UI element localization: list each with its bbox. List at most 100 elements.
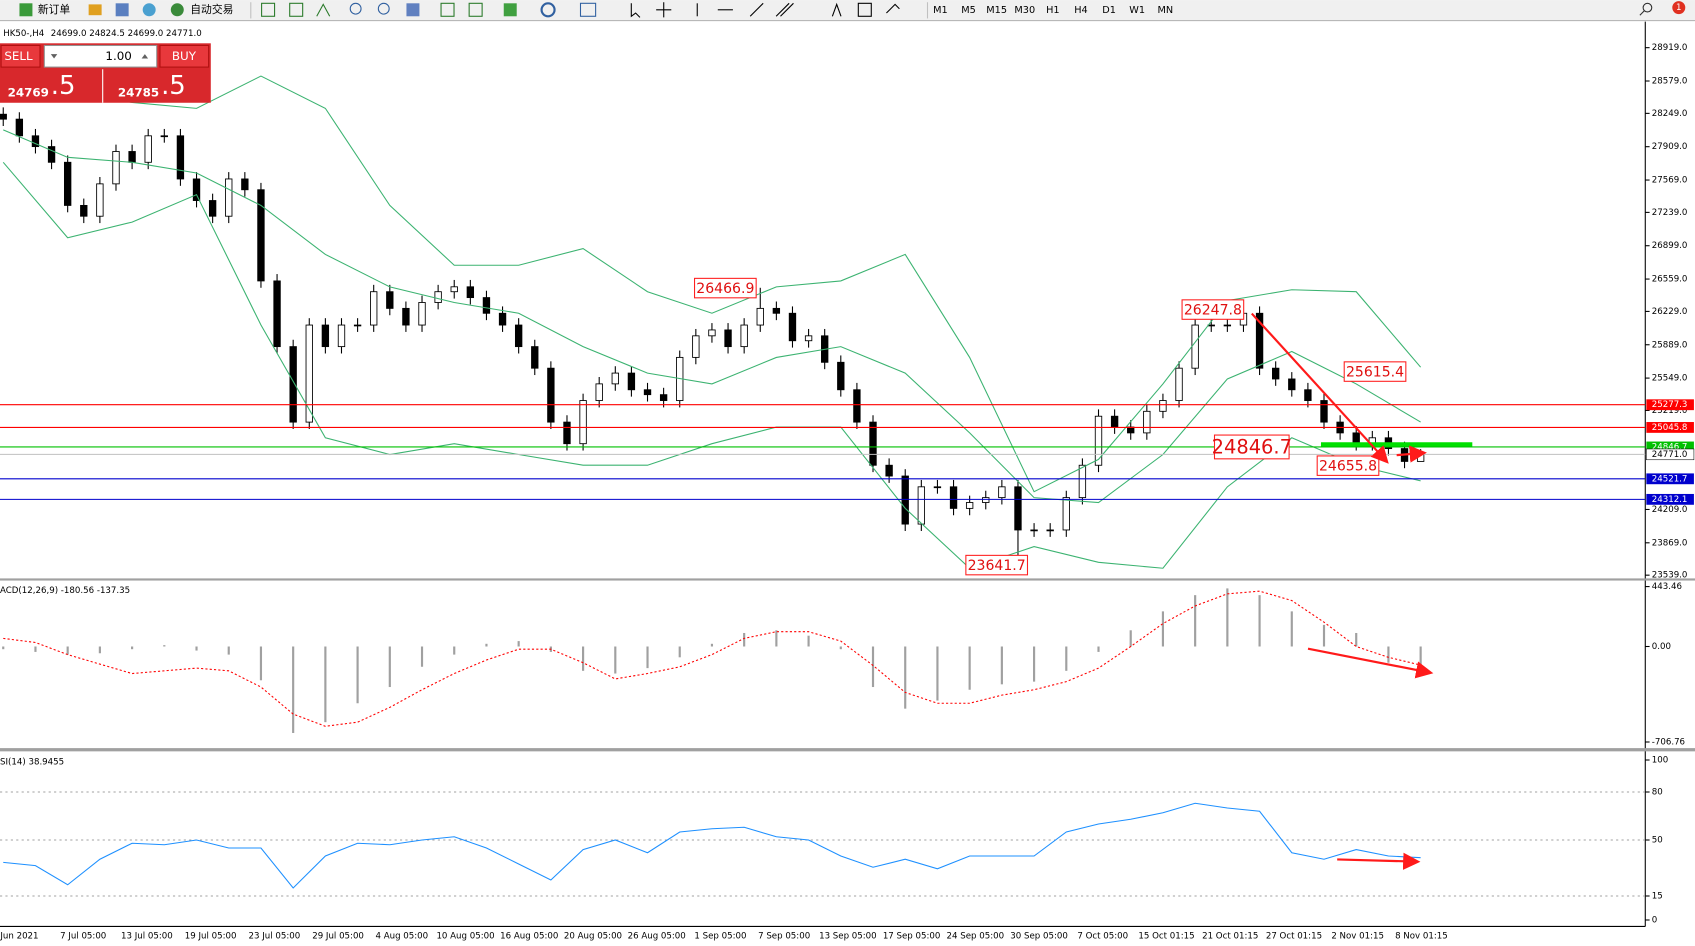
buy-label[interactable]: BUY	[172, 49, 197, 63]
toolbar-icon[interactable]	[440, 2, 455, 17]
candle-body	[837, 361, 845, 391]
y-tick-label: 15	[1652, 891, 1663, 901]
toolbar-icon[interactable]	[115, 3, 129, 17]
arrows-icon[interactable]	[886, 3, 900, 14]
indicator-label: SI(14) 38.9455	[0, 758, 64, 768]
crosshair-icon[interactable]	[656, 2, 672, 18]
candle-body	[160, 135, 168, 138]
y-tick-label: 23869.0	[1652, 538, 1688, 548]
candle-body	[0, 113, 7, 120]
toolbar-icon[interactable]	[503, 3, 517, 17]
candle-body	[1046, 529, 1054, 532]
macd-bar	[1194, 595, 1197, 647]
sell-button[interactable]	[0, 44, 41, 68]
toolbar-icon[interactable]	[579, 2, 597, 17]
macd-bar	[195, 646, 198, 651]
new-order-button[interactable]: 新订单	[38, 2, 71, 16]
macd-bar	[710, 643, 714, 647]
lots-decrease[interactable]	[50, 54, 58, 59]
zoom-in-icon[interactable]	[349, 2, 362, 15]
y-tick-label: 26899.0	[1652, 241, 1688, 251]
price-level-tag	[1646, 422, 1694, 433]
lots-value[interactable]: 1.00	[105, 49, 131, 63]
cursor-icon[interactable]	[630, 3, 641, 18]
toolbar-icon[interactable]	[88, 4, 102, 16]
rsi-arrow[interactable]	[1337, 852, 1421, 870]
macd-bar	[582, 646, 585, 671]
buy-button[interactable]	[159, 44, 210, 68]
auto-trading-button[interactable]: 自动交易	[190, 2, 233, 16]
timeframe-button[interactable]: H4	[1074, 5, 1088, 16]
new-order-icon[interactable]	[19, 3, 33, 17]
toolbar-icon[interactable]	[261, 2, 276, 17]
timeframe-button[interactable]: M15	[986, 5, 1007, 16]
candle-body	[225, 178, 233, 217]
toolbar-icon[interactable]	[468, 2, 483, 17]
ask-price[interactable]: 24785	[118, 86, 159, 100]
timeframe-button[interactable]: W1	[1129, 5, 1145, 16]
macd-arrow[interactable]	[1307, 647, 1434, 679]
lots-increase[interactable]	[141, 54, 149, 59]
timeframe-button[interactable]: M5	[961, 5, 976, 16]
y-tick-label: 443.46	[1652, 582, 1682, 592]
candle-body	[1191, 324, 1199, 369]
candle-body	[434, 291, 442, 303]
x-tick-label: 13 Jul 05:00	[121, 932, 173, 942]
timeframe-button[interactable]: MN	[1157, 5, 1173, 16]
candle-body	[772, 307, 781, 314]
chart-area: 26466.9 26247.8 25615.4 24846.7 24655.8 23641…	[0, 21, 1695, 942]
macd-bar	[904, 646, 907, 709]
lots-input[interactable]	[43, 44, 158, 68]
auto-trading-icon[interactable]	[170, 3, 184, 17]
macd-bar	[1226, 588, 1229, 647]
price-level-tag	[1646, 399, 1694, 411]
sell-label[interactable]: SELL	[4, 49, 33, 63]
macd-bar	[356, 646, 359, 704]
x-tick-label: 15 Oct 01:15	[1138, 932, 1194, 942]
price-annotation: 26466.9	[696, 281, 754, 297]
channel-icon[interactable]	[775, 2, 794, 17]
bid-price[interactable]: 24769	[8, 86, 49, 100]
candle-body	[1223, 324, 1232, 327]
macd-bar	[614, 646, 617, 674]
timeframe-button[interactable]: H1	[1046, 5, 1060, 16]
search-icon[interactable]	[1639, 10, 1645, 16]
price-annotation-box	[965, 554, 1029, 576]
macd-bar	[678, 646, 681, 658]
x-tick-label: 27 Oct 01:15	[1266, 932, 1322, 942]
toolbar-icon[interactable]	[406, 3, 420, 17]
ask-pips[interactable]: .5	[161, 71, 186, 101]
timeframe-button[interactable]: M1	[933, 5, 948, 16]
toolbar-icon[interactable]	[289, 2, 304, 17]
macd-bar	[98, 646, 101, 654]
search-icon[interactable]	[1642, 2, 1653, 13]
chart-ohlc: 24699.0 24824.5 24699.0 24771.0	[51, 29, 202, 39]
trendline-icon[interactable]	[749, 2, 764, 17]
toolbar-icon[interactable]	[316, 3, 331, 17]
bid-pips[interactable]: .5	[51, 71, 76, 101]
label-icon[interactable]	[857, 2, 872, 17]
toolbar-icon[interactable]	[142, 3, 156, 17]
macd-bar	[227, 646, 230, 655]
price-annotation: 24846.7	[1212, 436, 1292, 459]
y-tick-label: 26559.0	[1652, 275, 1688, 285]
macd-bar	[420, 646, 424, 667]
timeframe-button[interactable]: D1	[1102, 5, 1116, 16]
macd-bar	[839, 646, 842, 650]
candle-body	[128, 151, 136, 163]
candle-body	[853, 389, 861, 423]
x-tick-label: 23 Jul 05:00	[248, 932, 300, 942]
timeframe-button[interactable]: M30	[1014, 5, 1035, 16]
macd-bar	[1258, 595, 1261, 647]
toolbar-icon[interactable]	[540, 2, 556, 18]
notification-badge[interactable]	[1672, 1, 1686, 15]
x-tick-label: 4 Aug 05:00	[375, 932, 428, 942]
y-tick-label: 0	[1652, 915, 1657, 925]
zoom-out-icon[interactable]	[377, 2, 390, 15]
candle-body	[31, 135, 40, 148]
text-icon[interactable]	[831, 2, 842, 17]
price-level-label: 24312.1	[1652, 495, 1688, 505]
trend-arrow[interactable]	[1250, 312, 1389, 464]
macd-bar	[1129, 630, 1132, 647]
trend-arrow[interactable]	[1396, 445, 1427, 463]
